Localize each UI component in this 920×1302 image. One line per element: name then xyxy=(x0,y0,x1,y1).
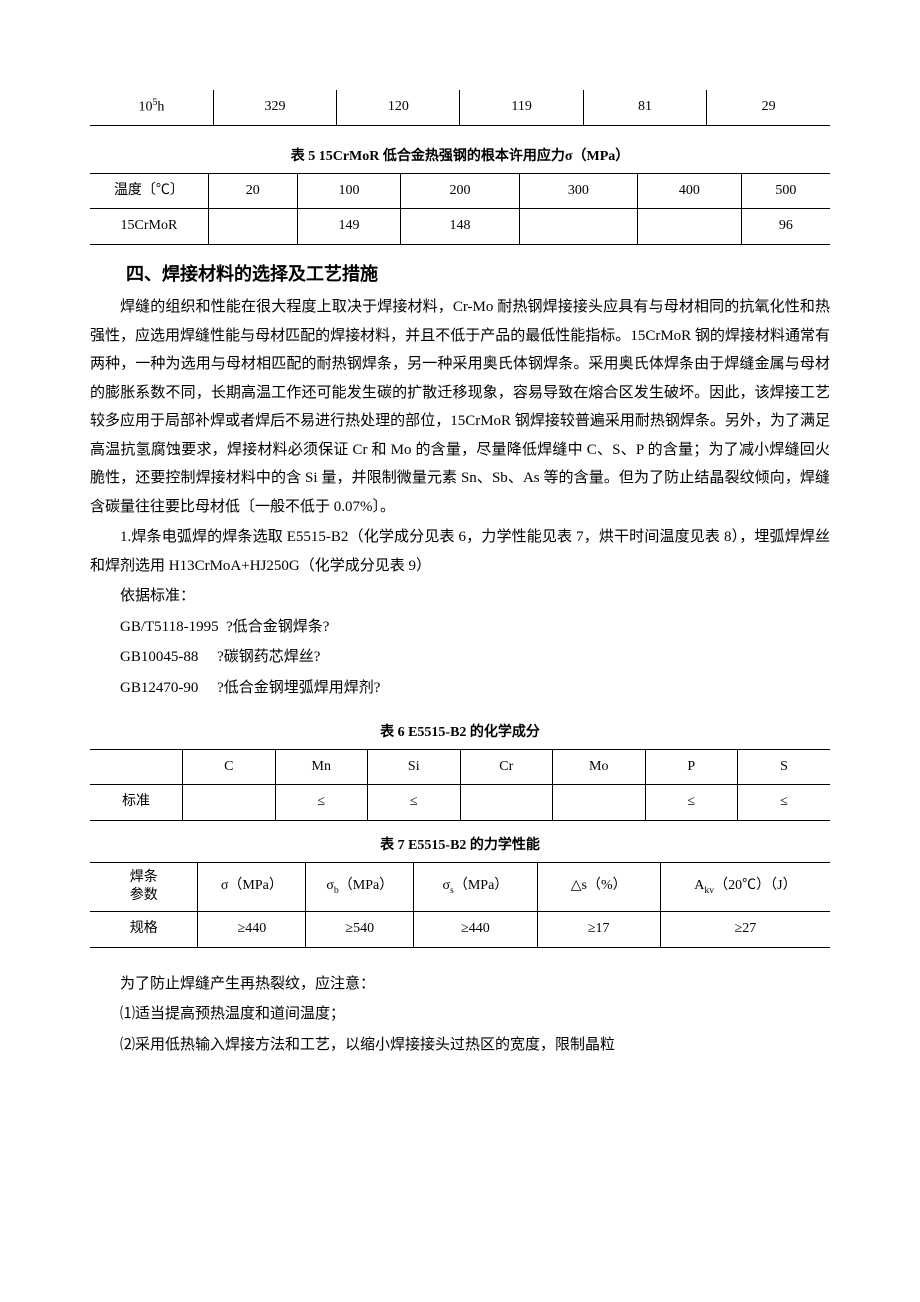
text: （20℃）（J） xyxy=(714,878,796,893)
table5: 温度〔℃〕 20 100 200 300 400 500 15CrMoR 149… xyxy=(90,173,830,245)
cell: ≤ xyxy=(368,785,461,821)
table-row: 焊条 参数 σ（MPa） σb（MPa） σs（MPa） △s（%） Akv（2… xyxy=(90,862,830,911)
table6-caption: 表 6 E5515-B2 的化学成分 xyxy=(90,720,830,747)
cell: △s（%） xyxy=(537,862,660,911)
text: 10 xyxy=(138,100,152,115)
text: σ xyxy=(442,878,450,893)
cell: 200 xyxy=(401,173,519,209)
cell: σ（MPa） xyxy=(198,862,306,911)
cell: 100 xyxy=(297,173,401,209)
cell: Akv（20℃）（J） xyxy=(660,862,830,911)
cell: 105h xyxy=(90,90,213,126)
cell: 96 xyxy=(741,209,830,245)
cell: 焊条 参数 xyxy=(90,862,198,911)
cell: 400 xyxy=(638,173,742,209)
cell: Mn xyxy=(275,749,368,785)
cell: ≥27 xyxy=(660,911,830,947)
cell xyxy=(183,785,276,821)
cell: 15CrMoR xyxy=(90,209,208,245)
table7-caption: 表 7 E5515-B2 的力学性能 xyxy=(90,833,830,860)
cell: ≥540 xyxy=(306,911,414,947)
table-partial-top: 105h 329 120 119 81 29 xyxy=(90,90,830,126)
cell: ≥17 xyxy=(537,911,660,947)
text: 焊条 xyxy=(130,870,158,885)
text: （MPa） xyxy=(454,878,508,893)
cell: P xyxy=(645,749,738,785)
cell: 120 xyxy=(337,90,460,126)
text: 参数 xyxy=(130,888,158,903)
paragraph: 焊缝的组织和性能在很大程度上取决于焊接材料，Cr-Mo 耐热钢焊接接头应具有与母… xyxy=(90,293,830,521)
page: 105h 329 120 119 81 29 表 5 15CrMoR 低合金热强… xyxy=(0,0,920,1121)
table7: 焊条 参数 σ（MPa） σb（MPa） σs（MPa） △s（%） Akv（2… xyxy=(90,862,830,948)
table-row: 规格 ≥440 ≥540 ≥440 ≥17 ≥27 xyxy=(90,911,830,947)
table5-caption: 表 5 15CrMoR 低合金热强钢的根本许用应力σ（MPa） xyxy=(90,144,830,171)
cell: S xyxy=(738,749,831,785)
cell: 81 xyxy=(583,90,706,126)
cell: 329 xyxy=(213,90,336,126)
cell: 规格 xyxy=(90,911,198,947)
cell: 149 xyxy=(297,209,401,245)
cell xyxy=(208,209,297,245)
cell: ≤ xyxy=(645,785,738,821)
text: A xyxy=(694,878,704,893)
text: σ xyxy=(326,878,334,893)
standard-line: GB12470-90 ?低合金钢埋弧焊用焊剂? xyxy=(90,674,830,703)
paragraph: 依据标准： xyxy=(90,582,830,611)
cell: ≥440 xyxy=(414,911,537,947)
cell: 20 xyxy=(208,173,297,209)
table-row: 温度〔℃〕 20 100 200 300 400 500 xyxy=(90,173,830,209)
cell: 148 xyxy=(401,209,519,245)
table-row: C Mn Si Cr Mo P S xyxy=(90,749,830,785)
cell xyxy=(90,749,183,785)
paragraph: ⑵采用低热输入焊接方法和工艺，以缩小焊接接头过热区的宽度，限制晶粒 xyxy=(90,1031,830,1060)
paragraph: 1.焊条电弧焊的焊条选取 E5515-B2（化学成分见表 6，力学性能见表 7，… xyxy=(90,523,830,580)
table-row: 标准 ≤ ≤ ≤ ≤ xyxy=(90,785,830,821)
table-row: 105h 329 120 119 81 29 xyxy=(90,90,830,126)
section-title: 四、焊接材料的选择及工艺措施 xyxy=(90,257,830,291)
paragraph: 为了防止焊缝产生再热裂纹，应注意： xyxy=(90,970,830,999)
standard-line: GB/T5118-1995 ?低合金钢焊条? xyxy=(90,613,830,642)
cell xyxy=(460,785,553,821)
cell xyxy=(638,209,742,245)
cell: Si xyxy=(368,749,461,785)
cell: 温度〔℃〕 xyxy=(90,173,208,209)
cell: ≤ xyxy=(738,785,831,821)
cell: 标准 xyxy=(90,785,183,821)
cell xyxy=(519,209,637,245)
cell xyxy=(553,785,646,821)
cell: 300 xyxy=(519,173,637,209)
cell: 119 xyxy=(460,90,583,126)
cell: 29 xyxy=(707,90,830,126)
table6: C Mn Si Cr Mo P S 标准 ≤ ≤ ≤ ≤ xyxy=(90,749,830,821)
paragraph: ⑴适当提高预热温度和道间温度； xyxy=(90,1000,830,1029)
text: h xyxy=(157,100,164,115)
standard-line: GB10045-88 ?碳钢药芯焊丝? xyxy=(90,643,830,672)
cell: C xyxy=(183,749,276,785)
cell: ≤ xyxy=(275,785,368,821)
cell: Mo xyxy=(553,749,646,785)
cell: ≥440 xyxy=(198,911,306,947)
cell: 500 xyxy=(741,173,830,209)
sub: kv xyxy=(704,885,714,896)
cell: σb（MPa） xyxy=(306,862,414,911)
cell: Cr xyxy=(460,749,553,785)
cell: σs（MPa） xyxy=(414,862,537,911)
table-row: 15CrMoR 149 148 96 xyxy=(90,209,830,245)
text: （MPa） xyxy=(339,878,393,893)
